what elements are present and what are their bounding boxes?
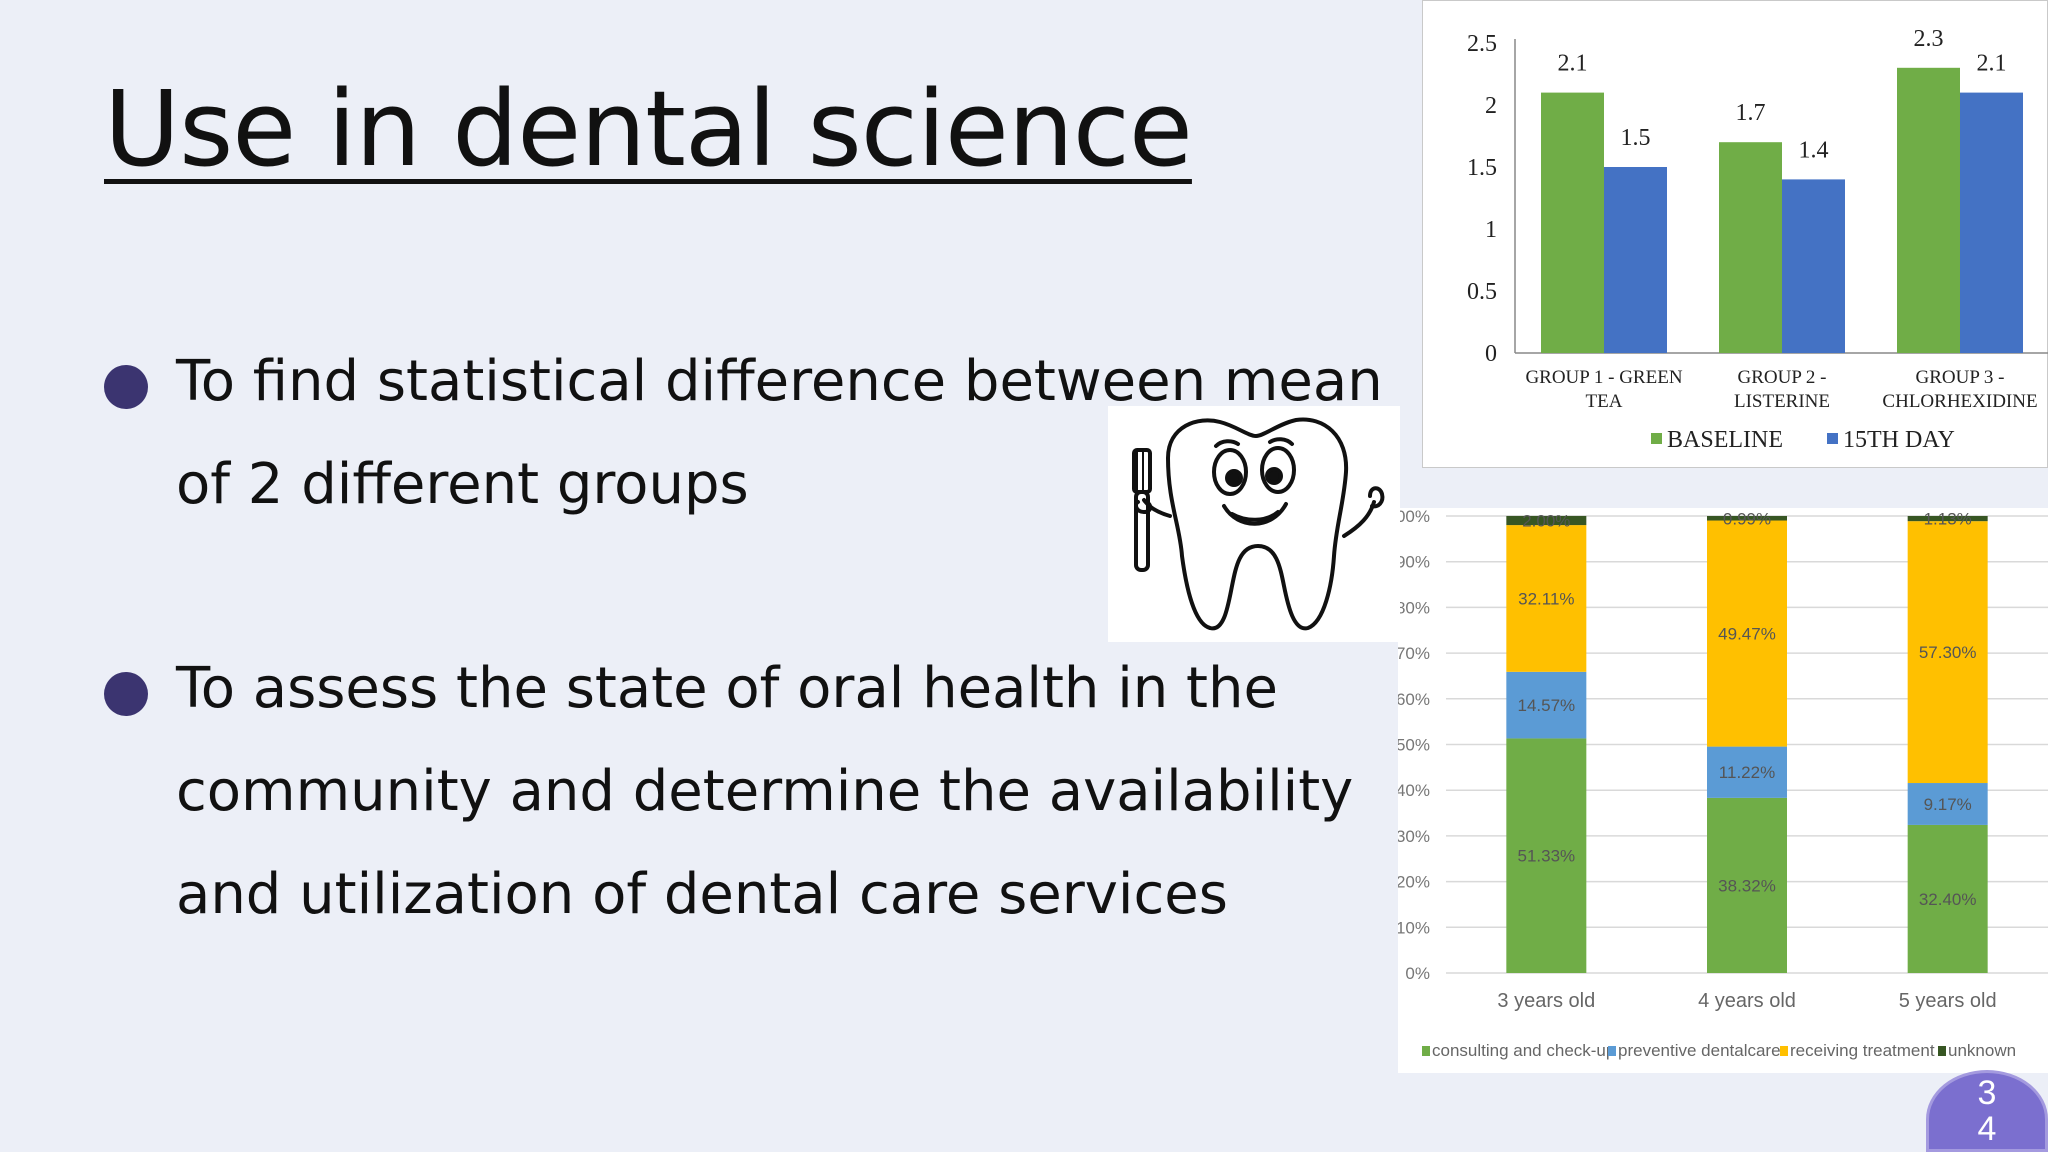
data-label: 32.40% xyxy=(1919,890,1977,909)
y-tick-label: 0.5 xyxy=(1467,279,1497,305)
x-tick-label: TEA xyxy=(1586,391,1623,412)
y-tick-label: 0 xyxy=(1485,341,1497,367)
data-label: 9.17% xyxy=(1924,795,1972,814)
data-label: 38.32% xyxy=(1718,876,1776,895)
y-tick-label: 50% xyxy=(1398,736,1430,755)
legend-label: 15TH DAY xyxy=(1843,427,1955,453)
y-tick-label: 70% xyxy=(1398,644,1430,663)
legend-swatch xyxy=(1422,1046,1430,1056)
bar xyxy=(1604,167,1667,353)
y-tick-label: 2.5 xyxy=(1467,31,1497,57)
legend-swatch xyxy=(1827,433,1838,444)
y-tick-label: 10% xyxy=(1398,918,1430,937)
x-tick-label: 4 years old xyxy=(1698,990,1796,1012)
legend-swatch xyxy=(1651,433,1662,444)
stacked-segment xyxy=(1506,525,1587,672)
legend-swatch xyxy=(1608,1046,1616,1056)
bullet-text: To assess the state of oral health in th… xyxy=(176,656,1354,927)
y-tick-label: 40% xyxy=(1398,781,1430,800)
y-tick-label: 90% xyxy=(1398,553,1430,572)
bar xyxy=(1782,179,1845,353)
x-tick-label: CHLORHEXIDINE xyxy=(1882,391,2037,412)
legend-label: receiving treatment xyxy=(1790,1041,1935,1060)
bullet-dot-icon xyxy=(104,672,148,716)
stacked-segment xyxy=(1907,824,1988,973)
stacked-segment xyxy=(1707,520,1787,747)
y-tick-label: 1.5 xyxy=(1467,155,1497,181)
data-label: 0.99% xyxy=(1723,509,1771,528)
tooth-illustration xyxy=(1108,406,1400,642)
bullet-text: To find statistical difference between m… xyxy=(176,349,1383,517)
stacked-bar-chart-svg: 0% 10% 20% 30% 40% 50% 60% 70% 80% 90% 100% 51.33% 1… xyxy=(1387,507,2048,1060)
stacked-segment xyxy=(1707,516,1787,521)
stacked-segment xyxy=(1506,738,1587,973)
page-number: 3 xyxy=(1977,1074,1997,1112)
tooth-icon xyxy=(1132,417,1385,631)
bullet-point: To find statistical difference between m… xyxy=(104,345,1424,536)
legend-label: consulting and check-up xyxy=(1432,1041,1615,1060)
legend-swatch xyxy=(1780,1046,1788,1056)
page-number-badge: 3 4 xyxy=(1926,1070,2048,1152)
data-label: 14.57% xyxy=(1517,696,1575,715)
y-tick-label: 1 xyxy=(1485,217,1497,243)
bar xyxy=(1897,67,1960,354)
stacked-segment xyxy=(1907,783,1988,825)
data-label: 2.1 xyxy=(1977,51,2007,77)
data-label: 1.5 xyxy=(1621,125,1651,151)
stacked-segment xyxy=(1506,671,1587,739)
x-tick-label: 3 years old xyxy=(1497,990,1595,1012)
data-label: 1.7 xyxy=(1736,100,1766,126)
legend-label: BASELINE xyxy=(1667,427,1783,453)
bar xyxy=(1960,92,2023,353)
y-tick-label: 30% xyxy=(1398,827,1430,846)
data-label: 32.11% xyxy=(1518,589,1574,608)
data-label: 57.30% xyxy=(1919,643,1977,662)
y-tick-label: 80% xyxy=(1398,598,1430,617)
x-tick-label: GROUP 1 - GREEN xyxy=(1525,367,1682,388)
data-label: 49.47% xyxy=(1718,625,1776,644)
data-label: 1.4 xyxy=(1799,137,1829,163)
bullet-dot-icon xyxy=(104,365,148,409)
y-tick-label: 100% xyxy=(1398,508,1430,526)
stacked-segment xyxy=(1907,521,1988,784)
x-tick-label: GROUP 2 - xyxy=(1737,367,1826,388)
data-label: 2.3 xyxy=(1914,26,1944,52)
bullet-point: To assess the state of oral health in th… xyxy=(104,652,1424,946)
data-label: 2.00% xyxy=(1522,512,1570,531)
stacked-segment xyxy=(1907,516,1988,522)
x-tick-label: GROUP 3 - xyxy=(1915,367,2004,388)
legend-label: unknown xyxy=(1948,1041,2016,1060)
y-tick-label: 20% xyxy=(1398,873,1430,892)
y-tick-label: 60% xyxy=(1398,690,1430,709)
grouped-bar-chart-svg: 0 0.5 1 1.5 2 2.5 2.1 1.5 GROUP 1 - GREEN TEA 1.7 1… xyxy=(1467,26,2048,453)
legend-swatch xyxy=(1938,1046,1946,1056)
data-label: 2.1 xyxy=(1558,51,1588,77)
data-label: 51.33% xyxy=(1517,847,1575,866)
x-tick-label: LISTERINE xyxy=(1734,391,1830,412)
page-number: 4 xyxy=(1977,1110,1997,1148)
slide-title: Use in dental science xyxy=(104,68,1193,190)
bar xyxy=(1719,142,1782,353)
stacked-segment xyxy=(1707,746,1787,798)
x-tick-label: 5 years old xyxy=(1899,990,1997,1012)
grouped-bar-chart: 0 0.5 1 1.5 2 2.5 2.1 1.5 GROUP 1 - GREEN TEA 1.7 1… xyxy=(1422,0,2048,468)
bar xyxy=(1541,92,1604,353)
stacked-bar-chart: 0% 10% 20% 30% 40% 50% 60% 70% 80% 90% 100% 51.33% 1… xyxy=(1387,507,2048,1073)
legend-label: preventive dentalcare xyxy=(1618,1041,1781,1060)
y-tick-label: 0% xyxy=(1405,964,1430,983)
data-label: 1.13% xyxy=(1924,510,1972,529)
stacked-segment xyxy=(1707,797,1787,973)
y-tick-label: 2 xyxy=(1485,93,1497,119)
stacked-segment xyxy=(1506,515,1587,526)
data-label: 11.22% xyxy=(1719,763,1775,782)
